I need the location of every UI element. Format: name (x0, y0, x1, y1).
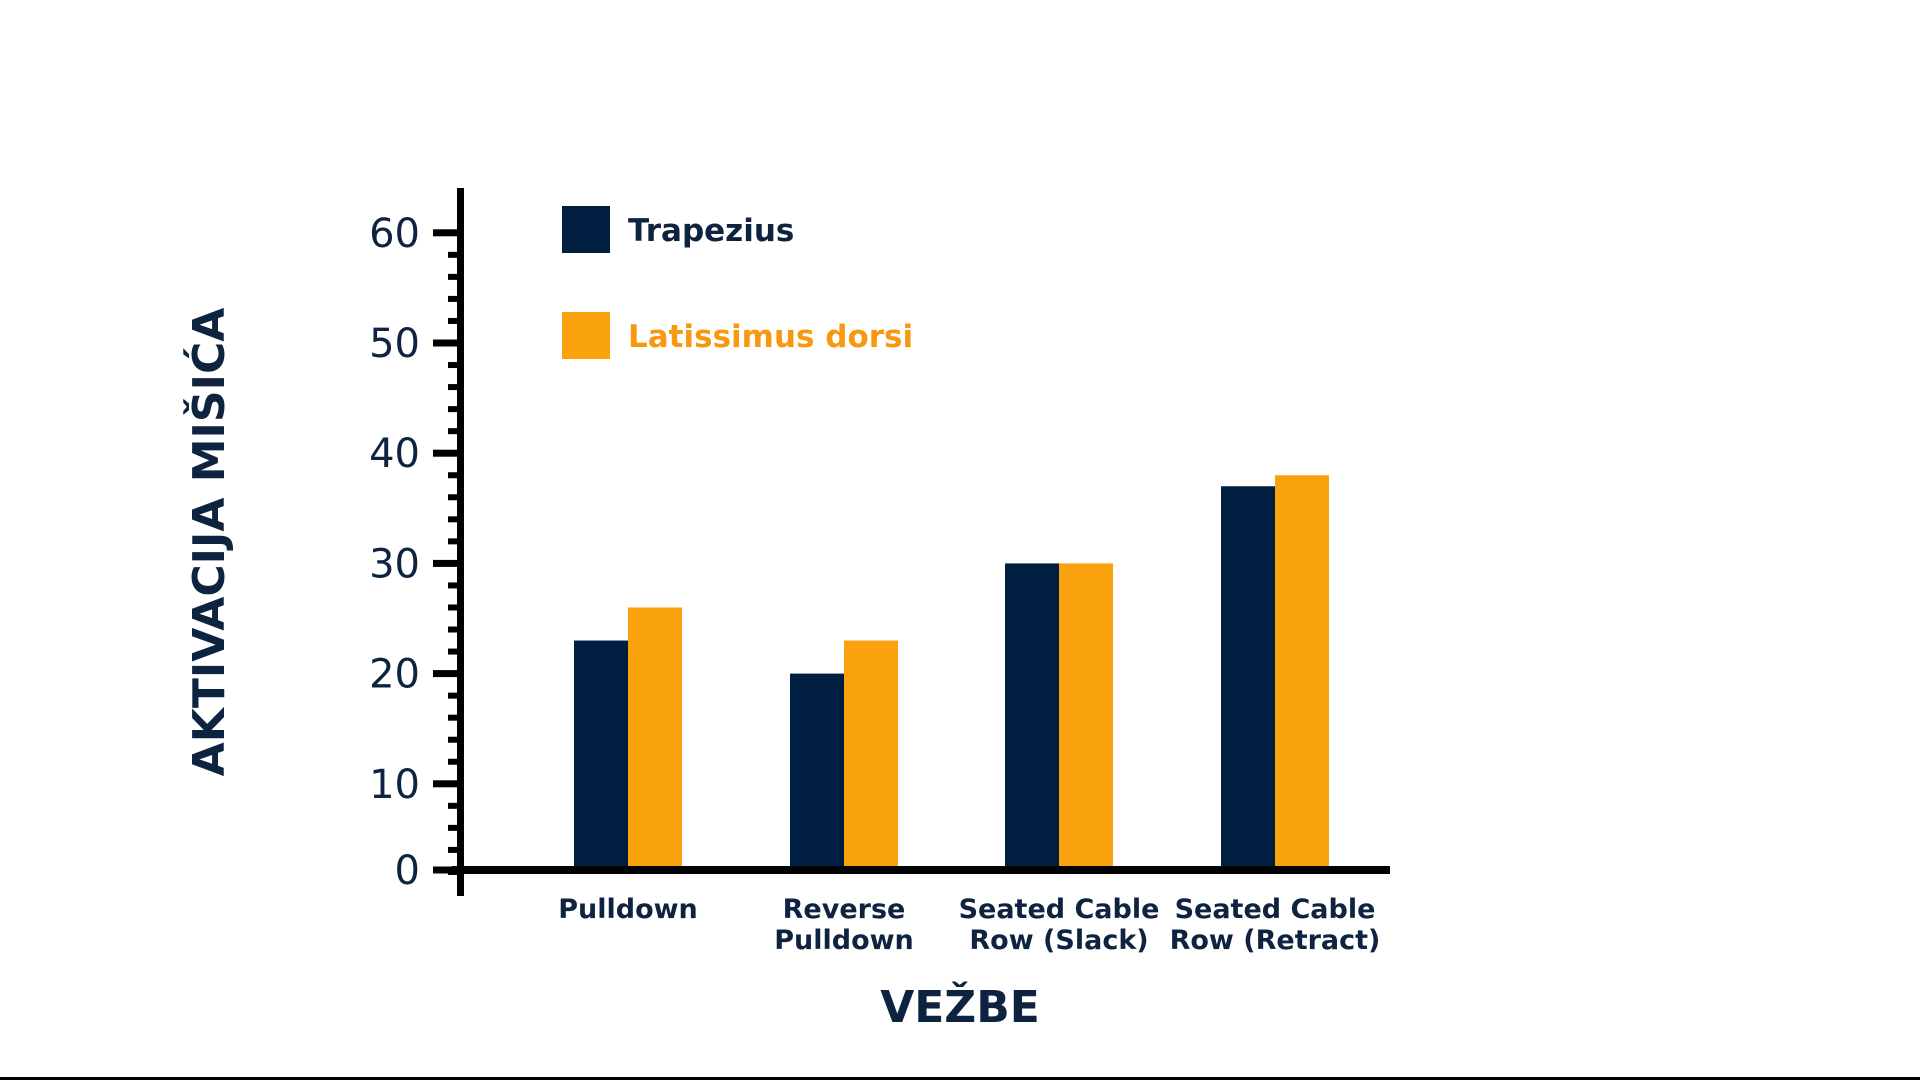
y-tick-label: 40 (369, 431, 420, 477)
minor-tick (448, 802, 458, 809)
minor-tick (448, 604, 458, 611)
bar-latissimus-dorsi (844, 640, 898, 866)
minor-tick (448, 384, 458, 391)
legend: Trapezius Latissimus dorsi (562, 206, 913, 359)
bottom-border (0, 1077, 1920, 1080)
minor-tick (448, 824, 458, 831)
minor-ticks (448, 251, 458, 875)
bar-latissimus-dorsi (628, 607, 682, 866)
major-tick (433, 449, 459, 457)
minor-tick (448, 626, 458, 633)
minor-tick (448, 406, 458, 413)
y-tick-label: 0 (395, 848, 420, 894)
x-tick-label: Seated Cable (959, 894, 1160, 925)
legend-swatch (562, 312, 610, 359)
major-tick (433, 866, 459, 874)
y-axis-title: AKTIVACIJA MIŠIĆA (182, 308, 235, 777)
bar-trapezius (1221, 486, 1275, 866)
minor-tick (448, 472, 458, 479)
x-tick-label: Row (Retract) (1170, 925, 1381, 956)
legend-label: Latissimus dorsi (628, 319, 913, 355)
major-tick (433, 670, 459, 678)
y-tick-label: 30 (369, 541, 420, 587)
minor-tick (448, 362, 458, 369)
major-ticks (433, 229, 459, 874)
minor-tick (448, 846, 458, 853)
bar-trapezius (790, 673, 844, 866)
minor-tick (448, 736, 458, 743)
bar-latissimus-dorsi (1059, 563, 1113, 866)
y-tick-label: 10 (369, 762, 420, 808)
y-tick-label: 50 (369, 321, 420, 367)
minor-tick (448, 428, 458, 435)
minor-tick (448, 251, 458, 258)
x-axis-title: VEŽBE (880, 980, 1040, 1033)
legend-label: Trapezius (628, 213, 794, 249)
x-tick-label: Pulldown (558, 894, 698, 925)
x-tick-label: Reverse (783, 894, 906, 925)
x-tick-label: Seated Cable (1175, 894, 1376, 925)
minor-tick (448, 538, 458, 545)
bars (574, 475, 1329, 866)
legend-swatch (562, 206, 610, 253)
bar-trapezius (1005, 563, 1059, 866)
minor-tick (448, 273, 458, 280)
minor-tick (448, 494, 458, 501)
minor-tick (448, 758, 458, 765)
minor-tick (448, 582, 458, 589)
bar-trapezius (574, 640, 628, 866)
major-tick (433, 229, 459, 237)
major-tick (433, 339, 459, 347)
major-tick (433, 780, 459, 788)
y-tick-label: 60 (369, 211, 420, 257)
minor-tick (448, 714, 458, 721)
x-tick-label: Row (Slack) (969, 925, 1148, 956)
minor-tick (448, 648, 458, 655)
x-axis-line (452, 866, 1390, 874)
major-tick (433, 559, 459, 567)
y-axis-line (457, 188, 464, 896)
x-tick-label: Pulldown (774, 925, 914, 956)
minor-tick (448, 692, 458, 699)
y-tick-label: 20 (369, 652, 420, 698)
minor-tick (448, 516, 458, 523)
minor-tick (448, 317, 458, 324)
bar-latissimus-dorsi (1275, 475, 1329, 866)
minor-tick (448, 295, 458, 302)
